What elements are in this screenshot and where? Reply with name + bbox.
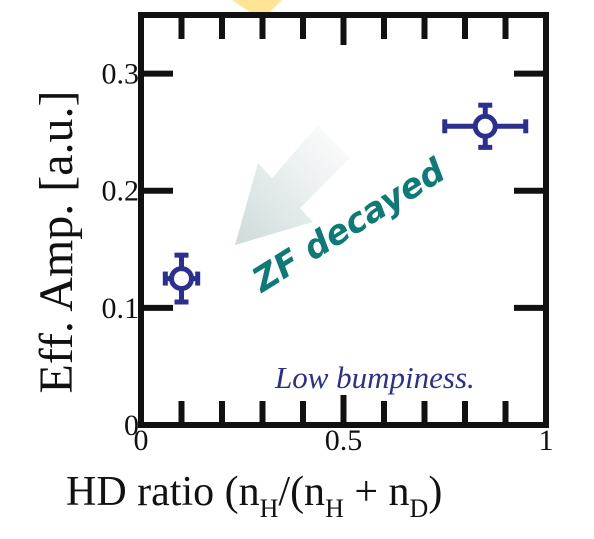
data-point xyxy=(442,102,529,150)
y-axis-label: Eff. Amp. [a.u.] xyxy=(30,90,83,393)
x-label-sub-h2: H xyxy=(325,494,344,523)
data-points xyxy=(162,102,529,305)
tick-labels: 0 0.5 1 0 0.1 0.2 0.3 xyxy=(102,58,554,457)
decorative-wedge xyxy=(232,0,282,20)
x-label-mid2: + n xyxy=(344,469,410,515)
data-point xyxy=(162,252,201,305)
decayed-arrow xyxy=(235,125,350,245)
x-label-sub-d: D xyxy=(410,494,429,523)
point-marker xyxy=(472,113,498,139)
tick-marks xyxy=(141,15,546,425)
x-tick-label: 0.5 xyxy=(325,424,363,457)
y-tick-label: 0.2 xyxy=(102,175,140,208)
x-label-mid1: /(n xyxy=(278,469,325,515)
x-axis-label: HD ratio (nH/(nH + nD) xyxy=(66,469,442,523)
x-tick-label: 1 xyxy=(539,424,554,457)
x-label-sub-h1: H xyxy=(260,494,279,523)
x-label-suffix: ) xyxy=(428,469,442,515)
y-tick-label: 0.3 xyxy=(102,58,140,91)
y-tick-label: 0 xyxy=(124,409,139,442)
x-label-prefix: HD ratio (n xyxy=(66,469,260,515)
low-bumpiness-label: Low bumpiness. xyxy=(274,360,475,395)
point-marker xyxy=(169,266,194,292)
x-tick-label: 0 xyxy=(134,424,149,457)
y-tick-label: 0.1 xyxy=(102,292,140,325)
